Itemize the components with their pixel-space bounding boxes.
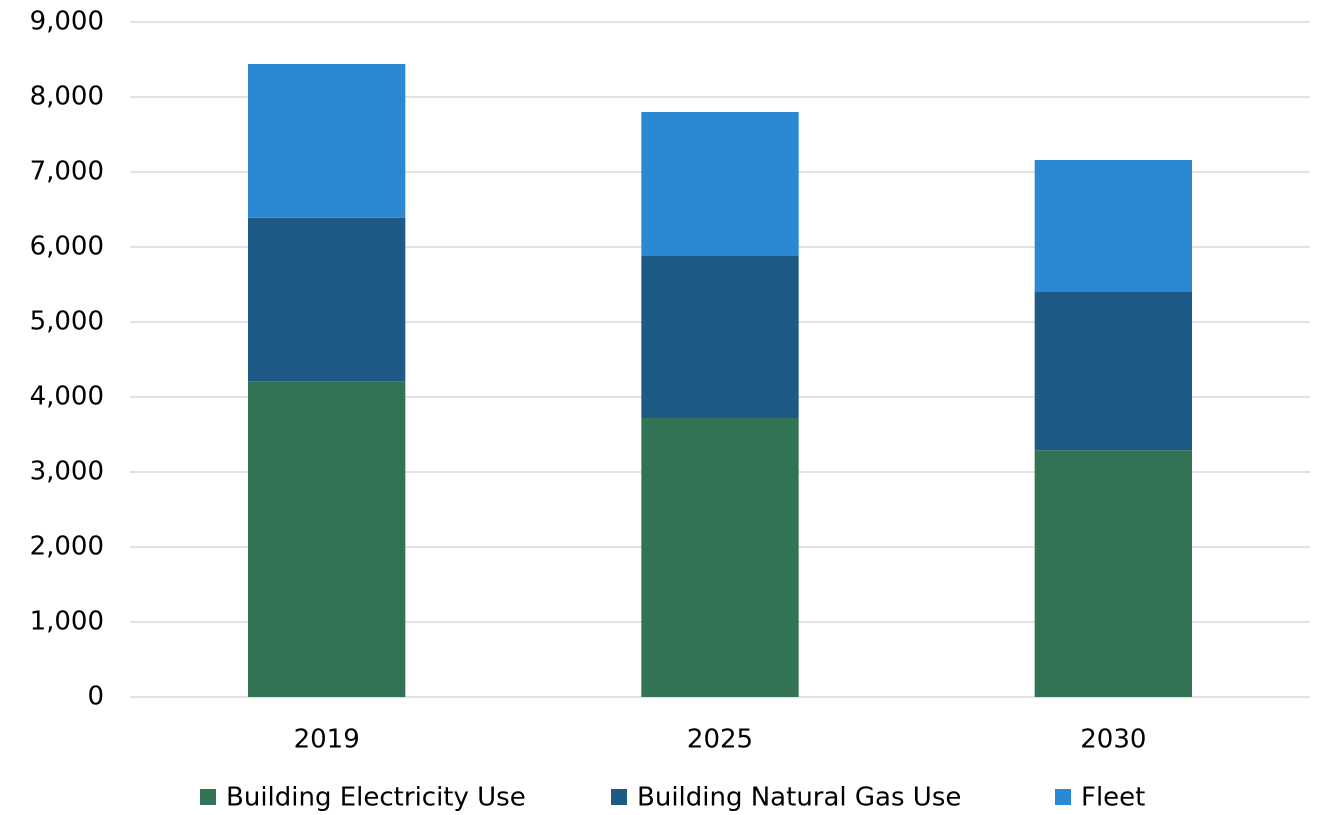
- y-tick-label: 7,000: [30, 157, 104, 187]
- y-tick-label: 8,000: [30, 82, 104, 112]
- bar-segment: [248, 381, 406, 697]
- y-tick-label: 4,000: [30, 382, 104, 412]
- y-tick-label: 9,000: [30, 7, 104, 37]
- y-tick-label: 3,000: [30, 457, 104, 487]
- bar-segment: [1034, 160, 1192, 292]
- y-tick-label: 2,000: [30, 532, 104, 562]
- legend-label: Building Natural Gas Use: [637, 783, 961, 813]
- y-tick-label: 5,000: [30, 307, 104, 337]
- bar-segment: [641, 112, 799, 256]
- y-tick-label: 0: [87, 682, 104, 712]
- legend-label: Building Electricity Use: [226, 783, 526, 813]
- y-tick-label: 6,000: [30, 232, 104, 262]
- bar-segment: [248, 64, 406, 218]
- legend-swatch: [200, 789, 216, 805]
- x-tick-label: 2025: [687, 725, 753, 755]
- bar-segment: [1034, 450, 1192, 697]
- bar-segment: [1034, 292, 1192, 451]
- legend-label: Fleet: [1081, 783, 1145, 813]
- x-tick-label: 2030: [1080, 725, 1146, 755]
- bar-segment: [641, 418, 799, 697]
- bar-segment: [248, 217, 406, 382]
- x-tick-label: 2019: [294, 725, 360, 755]
- legend-swatch: [1055, 789, 1071, 805]
- y-tick-label: 1,000: [30, 607, 104, 637]
- legend-swatch: [611, 789, 627, 805]
- bar-segment: [641, 256, 799, 418]
